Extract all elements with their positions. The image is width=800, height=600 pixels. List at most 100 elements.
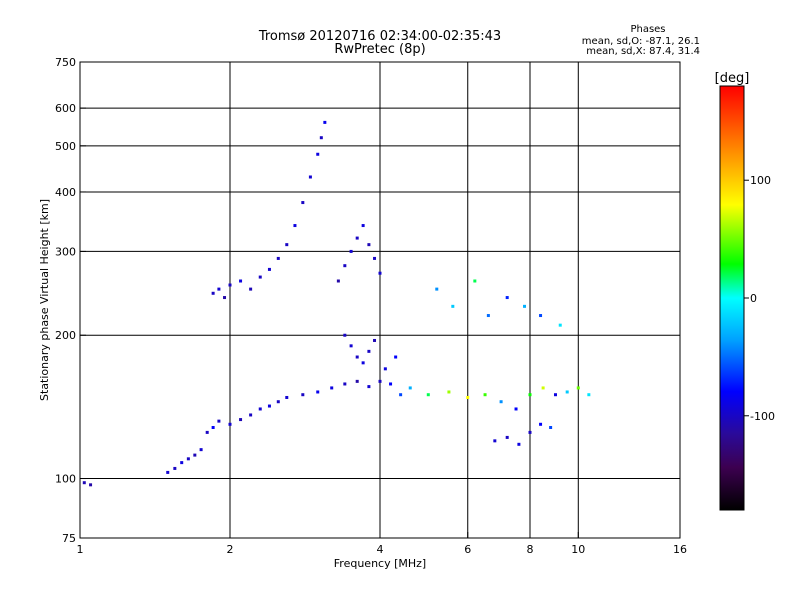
data-point [186,457,190,461]
data-point [587,393,591,397]
colorbar-ticks: 100 0 -100 [744,174,775,423]
data-point [541,386,545,390]
data-point [249,287,253,291]
data-point [565,390,569,394]
y-axis-label: Stationary phase Virtual Height [km] [38,199,51,401]
y-tick-label: 500 [55,140,76,153]
data-point [486,314,490,318]
y-tick-label: 75 [62,532,76,545]
data-point [239,279,243,283]
data-point [343,333,347,337]
data-point [258,275,262,279]
data-point [447,390,451,394]
data-point [493,439,497,443]
data-point [361,361,365,365]
data-point [343,382,347,386]
data-point [523,304,527,308]
data-point [193,453,197,457]
data-point [466,395,470,399]
data-point [330,386,334,390]
stats-heading: Phases [630,24,665,35]
data-point [217,287,221,291]
x-tick-label: 2 [227,543,234,556]
y-ticks: 75 100 200 300 400 500 600 750 [55,56,86,545]
data-point [293,224,297,228]
data-point [399,393,403,397]
colorbar-label: [deg] [715,71,750,86]
data-point [517,442,521,446]
data-point [205,430,209,434]
data-point [316,390,320,394]
data-point [180,461,184,465]
x-tick-label: 6 [464,543,471,556]
data-point [319,136,323,140]
data-point [367,243,371,247]
data-point [426,393,430,397]
y-tick-label: 400 [55,186,76,199]
data-point [373,338,377,342]
data-point [258,407,262,411]
data-point [276,256,280,260]
data-point [553,393,557,397]
chart-title: Tromsø 20120716 02:34:00-02:35:43 [258,29,501,44]
data-point [539,314,543,318]
chart-subtitle: RwPretec (8p) [334,42,425,57]
data-point [239,418,243,422]
data-point [249,413,253,417]
data-point [389,382,393,386]
data-point [301,393,305,397]
x-tick-label: 16 [673,543,687,556]
colorbar [719,85,745,511]
data-point [435,287,439,291]
y-tick-label: 750 [55,56,76,69]
data-point [355,236,359,240]
data-point [505,296,509,300]
x-tick-label: 1 [77,543,84,556]
data-point [349,249,353,253]
data-point [528,430,532,434]
data-point [323,120,327,124]
data-point [349,344,353,348]
x-axis-label: Frequency [MHz] [334,557,426,570]
data-point [367,385,371,389]
colorbar-tick-label: -100 [750,410,775,423]
data-point [308,175,312,179]
grid-layer [80,62,680,538]
x-tick-label: 8 [527,543,534,556]
data-point [211,291,215,295]
x-tick-label: 10 [571,543,585,556]
colorbar-tick-label: 0 [750,292,757,305]
x-tick-label: 4 [377,543,384,556]
data-point [228,283,232,287]
data-point [355,379,359,383]
data-point [539,422,543,426]
data-point [361,224,365,228]
data-point [394,355,398,359]
data-point [378,379,382,383]
data-point [89,483,93,487]
data-point [549,425,553,429]
y-tick-label: 600 [55,102,76,115]
data-point [367,349,371,353]
data-point [528,393,532,397]
data-point [173,466,177,470]
data-point [301,201,305,205]
points-layer [82,120,591,487]
data-point [383,367,387,371]
data-point [228,422,232,426]
y-tick-label: 200 [55,329,76,342]
y-tick-label: 100 [55,473,76,486]
data-point [373,256,377,260]
colorbar-tick-label: 100 [750,174,771,187]
data-point [451,304,455,308]
data-point [199,448,203,452]
stats-line-x: mean, sd,X: 87.4, 31.4 [586,46,700,57]
y-tick-label: 300 [55,245,76,258]
data-point [343,264,347,268]
data-point [576,386,580,390]
data-point [473,279,477,283]
data-point [336,279,340,283]
x-ticks: 1 2 4 6 8 10 16 [77,532,687,556]
data-point [211,425,215,429]
